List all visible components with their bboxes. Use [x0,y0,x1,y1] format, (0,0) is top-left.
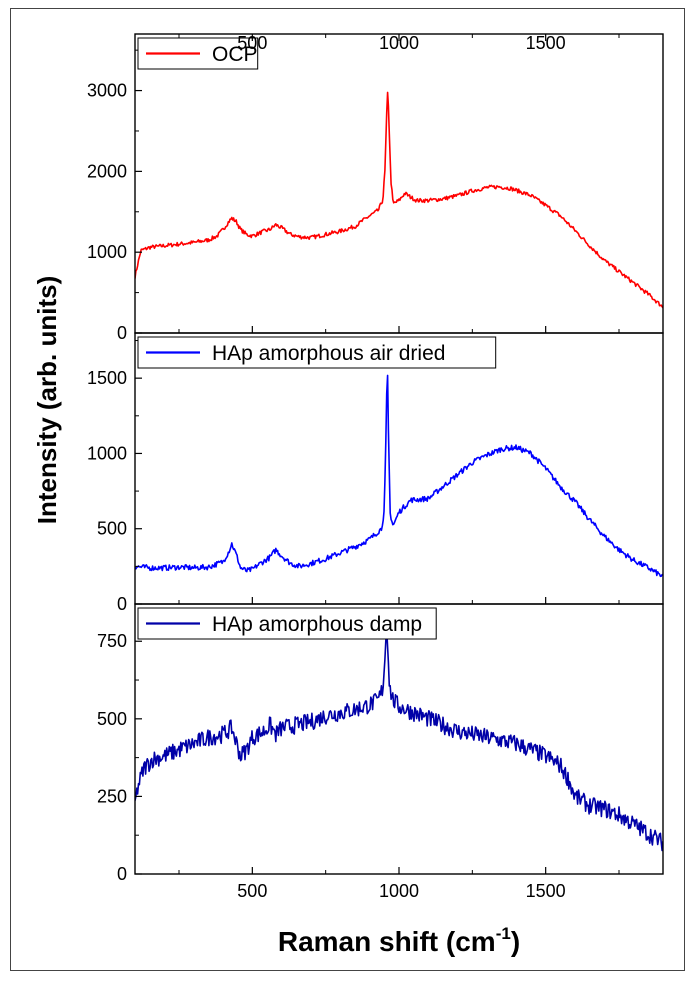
x-axis-title: Raman shift (cm-1) [278,924,520,957]
x-axis-title-close: ) [511,926,520,957]
y-tick-label-0-1: 1000 [87,242,127,262]
panel-frame-0 [134,33,664,334]
x-axis-title-superscript: -1 [496,924,511,943]
y-tick-label-0-0: 0 [117,323,127,343]
top-x-tick-label-1: 1000 [379,33,419,53]
spectrum-line-1 [135,374,663,578]
y-tick-label-1-0: 0 [117,594,127,614]
y-axis-title: Intensity (arb. units) [32,276,62,524]
spectrum-line-2 [135,628,663,852]
spectrum-line-0 [135,91,663,309]
legend-label-2: HAp amorphous damp [212,613,422,636]
y-tick-label-2-3: 750 [97,631,127,651]
y-tick-label-2-2: 500 [97,709,127,729]
x-tick-label-1: 1000 [379,881,419,901]
y-tick-label-0-2: 2000 [87,161,127,181]
x-tick-label-2: 1500 [526,881,566,901]
y-tick-label-1-1: 500 [97,519,127,539]
y-tick-label-2-1: 250 [97,786,127,806]
x-tick-label-0: 500 [237,881,267,901]
top-x-tick-label-0: 500 [237,33,267,53]
figure-frame [10,8,685,971]
top-x-tick-label-2: 1500 [526,33,566,53]
y-tick-label-2-0: 0 [117,864,127,884]
y-tick-label-1-3: 1500 [87,368,127,388]
y-tick-label-0-3: 3000 [87,81,127,101]
legend-label-0: OCP [212,43,258,66]
legend-label-1: HAp amorphous air dried [212,342,445,365]
x-axis-title-main: Raman shift (cm [278,926,496,957]
y-tick-label-1-2: 1000 [87,443,127,463]
